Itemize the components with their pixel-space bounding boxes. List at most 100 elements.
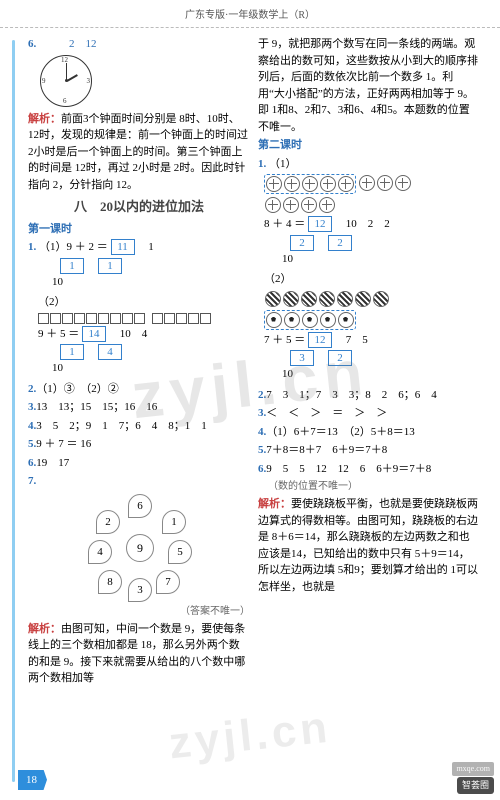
q5-text: 9 ＋ 7 ＝ 16: [36, 438, 91, 450]
q4: 4.3 5 2；9 1 7；6 4 8；1 1: [28, 418, 250, 435]
under: 10: [282, 251, 480, 268]
ball-group: [264, 290, 390, 308]
petal: 4: [88, 540, 112, 564]
left-column: 6. 2 12 12 3 6 9 解析：前面3个钟面时间分别是 8时、10时、1…: [28, 34, 250, 689]
q1p1-tree: 1 1 10: [38, 258, 250, 291]
rq1p1-label: （1）: [269, 158, 297, 170]
eq-tail: 10 4: [109, 328, 148, 340]
petal: 5: [168, 540, 192, 564]
q-number: 6.: [28, 38, 36, 50]
page: 广东专版·一年级数学上（R） 6. 2 12 12 3 6 9 解析：前面3个钟…: [0, 0, 500, 800]
q6-line: 6. 2 12: [28, 36, 250, 53]
minute-hand: [66, 63, 67, 81]
under: 10: [282, 366, 480, 383]
q1p1-text: （1）9 ＋ 2 ＝: [39, 241, 108, 253]
rq1p2-tree: 3 2 10: [268, 350, 480, 383]
q3: 3.13 13；15 15；16 16: [28, 399, 250, 416]
q2-text: （1）③ （2）②: [36, 383, 119, 395]
q-number: 3.: [258, 407, 266, 419]
exp-label: 解析：: [28, 113, 61, 125]
text: 7 3 1；7 3 3；8 2 6；6 4: [266, 389, 437, 401]
rq6: 6.9 5 5 12 12 6 6＋9＝7＋8: [258, 461, 480, 478]
q6-answer: 2 12: [69, 38, 97, 50]
eq-lhs: 8 ＋ 4 ＝: [264, 218, 305, 230]
split-b: 2: [328, 350, 352, 366]
rq6-note: （数的位置不唯一）: [268, 479, 480, 494]
split-b: 1: [98, 258, 122, 274]
petal: 8: [98, 570, 122, 594]
q7-num: 7.: [28, 473, 250, 490]
rq4: 4.（1）6＋7＝13 （2）5＋8＝13: [258, 424, 480, 441]
petal: 2: [96, 510, 120, 534]
split-b: 4: [98, 344, 122, 360]
section-8-title: 八 20以内的进位加法: [28, 197, 250, 217]
q-number: 4.: [258, 426, 266, 438]
q-number: 1.: [28, 241, 36, 253]
exp-text: 要使跷跷板平衡，也就是要使跷跷板两边算式的得数相等。由图可知，跷跷板的右边是 8…: [258, 498, 478, 593]
clock-center: [65, 79, 68, 82]
ball-group: [264, 310, 356, 330]
corner-url: mxqe.com: [452, 762, 494, 776]
text: ＜ ＜ ＞ ＝ ＞ ＞: [266, 407, 387, 419]
rq5: 5.7＋8＝8＋7 6＋9＝7＋8: [258, 442, 480, 459]
eq-ans: 14: [82, 326, 106, 342]
q3-text: 13 13；15 15；16 16: [36, 401, 157, 413]
hour-hand: [67, 74, 78, 82]
clock-3: 3: [87, 76, 91, 87]
q-number: 4.: [28, 420, 36, 432]
q-number: 3.: [28, 401, 36, 413]
rq2: 2.7 3 1；7 3 3；8 2 6；6 4: [258, 387, 480, 404]
cube-diagram: [38, 313, 250, 324]
q-number: 6.: [28, 457, 36, 469]
q1p2-tree: 1 4 10: [38, 344, 250, 377]
flower-diagram: 9 6 1 5 7 3 8 4 2: [84, 492, 194, 602]
q1-part1: 1. （1）9 ＋ 2 ＝ 11 1: [28, 239, 250, 256]
eq-ans: 12: [308, 332, 332, 348]
rq3: 3.＜ ＜ ＞ ＝ ＞ ＞: [258, 405, 480, 422]
petal: 7: [156, 570, 180, 594]
exp-label: 解析：: [258, 498, 291, 510]
rq1p1-eq: 8 ＋ 4 ＝ 12 10 2 2: [264, 216, 480, 233]
clock-icon: 12 3 6 9: [40, 55, 92, 107]
exp-text: 前面3个钟面时间分别是 8时、10时、12时，发现的规律是：前一个钟面上的时间过…: [28, 113, 248, 191]
page-header: 广东专版·一年级数学上（R）: [0, 0, 500, 28]
clock-6: 6: [63, 96, 67, 107]
split-a: 2: [290, 235, 314, 251]
watermark: zyjl.cn: [166, 695, 335, 778]
split-a: 3: [290, 350, 314, 366]
q1-part2-label: （2）: [28, 294, 250, 311]
split-b: 2: [328, 235, 352, 251]
q4-text: 3 5 2；9 1 7；6 4 8；1 1: [36, 420, 207, 432]
under: 10: [52, 360, 250, 377]
q5: 5.9 ＋ 7 ＝ 16: [28, 436, 250, 453]
q6-explanation: 解析：前面3个钟面时间分别是 8时、10时、12时，发现的规律是：前一个钟面上的…: [28, 111, 250, 194]
q1p1-tail: 1: [137, 241, 154, 253]
q-number: 1.: [258, 158, 266, 170]
split-a: 1: [60, 344, 84, 360]
left-margin-rule: [12, 40, 15, 782]
q-number: 7.: [28, 475, 36, 487]
rq1p2-label: （2）: [264, 271, 480, 288]
volleyball-row: [264, 174, 480, 214]
text: （1）6＋7＝13 （2）5＋8＝13: [266, 426, 415, 438]
q1p1-ans: 11: [111, 239, 135, 255]
q7-explanation: 解析：由图可知，中间一个数是 9，要使每条线上的三个数相加都是 18，那么另外两…: [28, 621, 250, 687]
q1p2-eq: 9 ＋ 5 ＝ 14 10 4: [38, 326, 250, 343]
under: 10: [52, 274, 250, 291]
text: 7＋8＝8＋7 6＋9＝7＋8: [266, 444, 387, 456]
q-number: 6.: [258, 463, 266, 475]
q-number: 2.: [28, 383, 36, 395]
q7-note: （答案不唯一）: [28, 604, 250, 619]
eq-tail: 10 2 2: [335, 218, 390, 230]
exp-text: 由图可知，中间一个数是 9，要使每条线上的三个数相加都是 18，那么另外两个数的…: [28, 623, 245, 685]
flower-core: 9: [126, 534, 154, 562]
basketball-row: [264, 290, 480, 330]
rq1: 1. （1）: [258, 156, 480, 173]
lesson-1: 第一课时: [28, 221, 250, 238]
ball-group: [358, 174, 412, 194]
q-number: 5.: [28, 438, 36, 450]
lesson-2: 第二课时: [258, 137, 480, 154]
cube-row: [38, 313, 250, 324]
text: 9 5 5 12 12 6 6＋9＝7＋8: [266, 463, 431, 475]
split-a: 1: [60, 258, 84, 274]
